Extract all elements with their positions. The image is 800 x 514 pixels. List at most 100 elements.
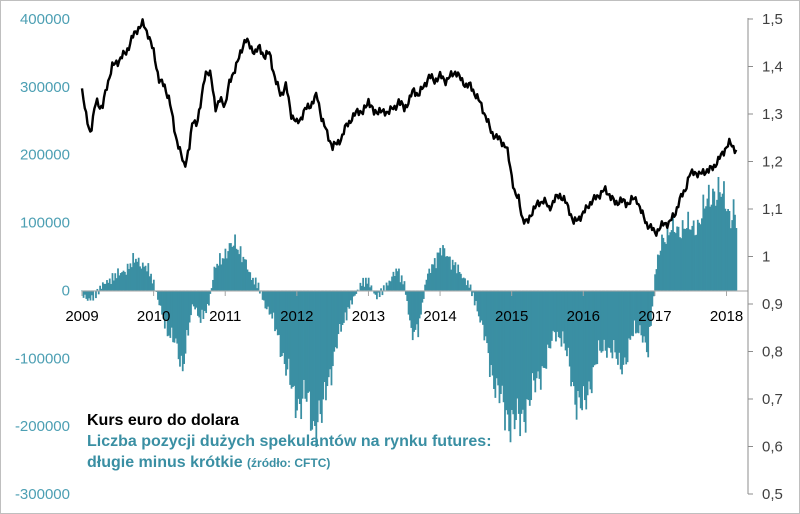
- left-tick-label: -100000: [15, 350, 70, 367]
- net-position-bar: [316, 290, 319, 423]
- net-position-bar: [494, 290, 497, 398]
- net-position-bar: [202, 290, 205, 320]
- net-position-bar: [557, 290, 560, 338]
- net-position-bar: [217, 265, 220, 291]
- net-position-bar: [451, 259, 454, 291]
- net-position-bar: [566, 290, 568, 357]
- net-position-bar: [487, 290, 490, 354]
- net-position-bar: [104, 283, 107, 291]
- net-position-bar: [322, 290, 325, 400]
- net-position-bar: [381, 290, 384, 296]
- net-position-bar: [550, 290, 553, 341]
- net-position-bar: [590, 290, 593, 394]
- net-position-bar: [601, 290, 604, 352]
- net-position-bar: [139, 266, 141, 291]
- net-position-bar: [433, 258, 436, 291]
- net-position-bar: [727, 209, 729, 291]
- net-position-bar: [469, 284, 472, 291]
- net-position-bar: [340, 290, 342, 332]
- net-position-bar: [177, 290, 180, 360]
- net-position-bar: [232, 245, 235, 291]
- net-position-bar: [713, 191, 716, 291]
- net-position-bar: [563, 290, 566, 344]
- x-tick-label: 2016: [567, 308, 600, 325]
- net-position-bar: [670, 230, 673, 291]
- net-position-bar: [568, 290, 571, 367]
- net-position-bar: [327, 290, 330, 378]
- net-position-bar: [652, 290, 655, 297]
- net-position-bar: [184, 290, 187, 354]
- net-position-bar: [714, 205, 717, 291]
- net-position-bar: [612, 290, 615, 341]
- net-position-bar: [199, 290, 202, 323]
- net-position-bar: [136, 261, 139, 291]
- net-position-bar: [656, 254, 659, 291]
- net-position-bar: [555, 290, 557, 342]
- net-position-bar: [162, 290, 165, 319]
- net-position-bar: [472, 290, 475, 293]
- net-position-bar: [632, 290, 634, 337]
- net-position-bar: [460, 273, 462, 291]
- net-position-bar: [455, 273, 458, 291]
- net-position-bar: [307, 290, 309, 393]
- net-position-bar: [677, 226, 680, 291]
- net-position-bar: [519, 290, 522, 437]
- net-position-bar: [572, 290, 575, 387]
- net-position-bar: [666, 224, 669, 291]
- net-position-bar: [231, 246, 234, 291]
- net-position-bar: [630, 290, 633, 336]
- net-position-bar: [118, 275, 121, 291]
- net-position-bar: [198, 290, 201, 318]
- net-position-bar: [424, 284, 427, 291]
- net-position-bar: [600, 290, 603, 353]
- net-position-bar: [636, 290, 639, 333]
- net-position-bar: [687, 211, 690, 291]
- net-position-bar: [84, 290, 86, 295]
- net-position-bar: [203, 290, 206, 311]
- net-position-bar: [622, 290, 625, 365]
- net-position-bar: [407, 290, 410, 315]
- net-position-bar: [117, 268, 119, 291]
- x-tick-label: 2010: [137, 308, 170, 325]
- net-position-bar: [578, 290, 581, 398]
- net-position-bar: [359, 282, 362, 291]
- net-position-bar: [421, 290, 424, 303]
- net-position-bar: [538, 290, 541, 379]
- net-position-bar: [308, 290, 311, 392]
- net-position-bar: [294, 290, 297, 419]
- net-position-bar: [480, 290, 483, 321]
- net-position-bar: [205, 290, 208, 314]
- net-position-bar: [374, 290, 377, 295]
- net-position-bar: [690, 229, 692, 291]
- net-position-bar: [191, 290, 194, 305]
- net-position-bar: [694, 235, 696, 291]
- net-position-bar: [163, 290, 166, 329]
- net-position-bar: [342, 290, 345, 323]
- net-position-bar: [304, 290, 307, 399]
- net-position-bar: [254, 277, 257, 291]
- net-position-bar: [732, 199, 735, 291]
- net-position-bar: [444, 256, 447, 291]
- net-position-bar: [464, 278, 466, 291]
- net-position-bar: [665, 243, 668, 291]
- net-position-bar: [300, 290, 303, 420]
- net-position-bar: [484, 290, 487, 337]
- net-position-bar: [228, 243, 231, 291]
- net-position-bar: [210, 288, 213, 291]
- net-position-bar: [269, 290, 272, 314]
- right-tick-label: 1: [762, 249, 770, 266]
- net-position-bar: [101, 282, 104, 291]
- net-position-bar: [234, 234, 236, 291]
- x-tick-label: 2018: [710, 308, 743, 325]
- net-position-bar: [124, 271, 126, 291]
- net-position-bar: [166, 290, 169, 337]
- x-axis: 2009 2010 2011 2012 2013 2014 2015 2016 2017 2018: [65, 291, 743, 325]
- net-position-bar: [333, 290, 336, 352]
- net-position-bar: [173, 290, 176, 343]
- net-position-bar: [179, 290, 181, 367]
- net-position-bar: [607, 290, 610, 348]
- net-position-bar: [453, 265, 455, 291]
- net-position-bar: [504, 290, 506, 431]
- net-position-bar: [140, 268, 143, 291]
- right-tick-label: 1,1: [762, 201, 783, 218]
